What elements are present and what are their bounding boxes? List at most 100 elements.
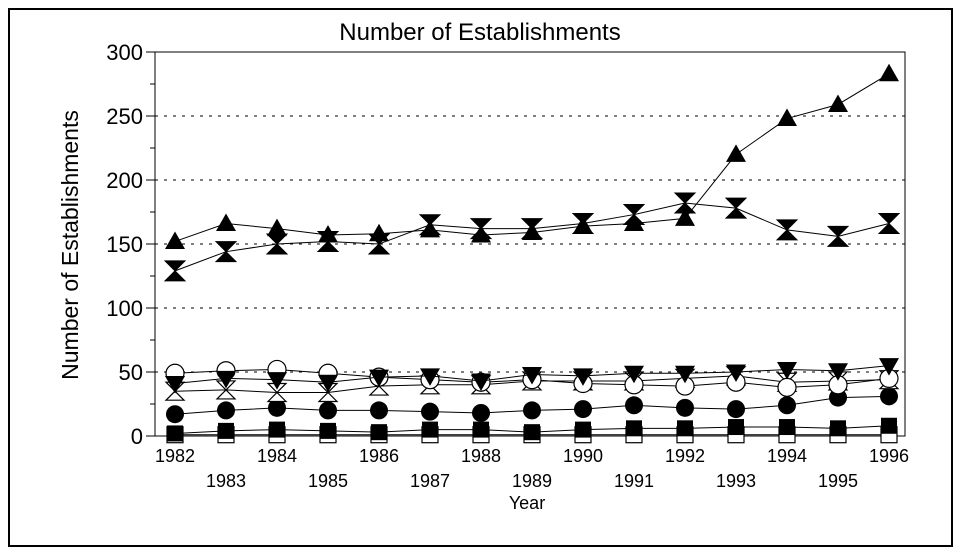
- x-tick-label: 1989: [512, 471, 552, 491]
- x-tick-label: 1993: [716, 471, 756, 491]
- data-point: [471, 373, 491, 391]
- data-point: [574, 400, 592, 419]
- data-point: [524, 424, 540, 441]
- data-point: [318, 374, 338, 393]
- y-tick-label: 300: [106, 40, 143, 65]
- y-tick-label: 0: [131, 424, 143, 449]
- data-point: [165, 376, 185, 394]
- data-point: [879, 358, 899, 376]
- data-point: [830, 420, 846, 437]
- data-point: [777, 361, 797, 380]
- y-tick-label: 200: [106, 168, 143, 193]
- data-point: [877, 213, 901, 235]
- x-tick-label: 1990: [563, 446, 603, 466]
- data-point: [778, 396, 796, 415]
- y-axis-label: Number of Establishments: [57, 110, 83, 380]
- data-point: [420, 368, 440, 386]
- data-point: [724, 197, 748, 219]
- data-point: [573, 368, 593, 386]
- data-point: [673, 192, 697, 214]
- data-point: [420, 219, 440, 238]
- data-point: [726, 364, 746, 382]
- series-square-filled: [167, 417, 897, 442]
- data-point: [522, 222, 542, 240]
- x-tick-label: 1982: [155, 446, 195, 466]
- series-circle-filled: [166, 387, 898, 424]
- x-tick-label: 1987: [410, 471, 450, 491]
- data-point: [777, 108, 797, 127]
- data-point: [726, 144, 746, 162]
- data-point: [881, 417, 897, 434]
- data-point: [828, 363, 848, 381]
- data-point: [166, 405, 184, 424]
- data-point: [880, 387, 898, 406]
- data-point: [165, 231, 185, 249]
- data-point: [472, 403, 490, 422]
- y-tick-label: 150: [106, 232, 143, 257]
- data-point: [370, 401, 388, 420]
- series-group: [163, 63, 901, 444]
- y-tick-label: 250: [106, 104, 143, 129]
- data-point: [369, 369, 389, 388]
- data-point: [879, 63, 899, 82]
- x-tick-label: 1985: [308, 471, 348, 491]
- data-point: [777, 377, 797, 397]
- data-point: [214, 241, 238, 263]
- data-point: [675, 365, 695, 384]
- chart-title: Number of Establishments: [339, 19, 620, 46]
- data-point: [218, 422, 234, 439]
- data-point: [625, 396, 643, 415]
- x-tick-label: 1986: [359, 446, 399, 466]
- data-point: [267, 218, 287, 237]
- data-point: [626, 420, 642, 437]
- data-point: [318, 225, 338, 243]
- data-point: [267, 372, 287, 390]
- series-triangle-up-filled: [165, 63, 899, 249]
- data-point: [826, 225, 850, 247]
- data-point: [369, 223, 389, 242]
- x-tick-label: 1996: [869, 446, 909, 466]
- data-point: [167, 425, 183, 442]
- y-tick-label: 50: [119, 360, 143, 385]
- x-tick-label: 1992: [665, 446, 705, 466]
- data-point: [573, 216, 593, 234]
- data-point: [371, 424, 387, 441]
- data-point: [677, 420, 693, 437]
- x-tick-label: 1994: [767, 446, 807, 466]
- x-tick-label: 1983: [206, 471, 246, 491]
- series-triangle-down-filled: [165, 358, 899, 394]
- data-point: [727, 400, 745, 419]
- chart-frame: Number of Establishments 0 50 100 150 200 250…: [8, 8, 953, 547]
- data-point: [522, 367, 542, 385]
- data-point: [216, 213, 236, 232]
- x-axis-label: Year: [509, 493, 545, 513]
- data-point: [828, 94, 848, 112]
- y-axis: 0 50 100 150 200 250 300: [106, 40, 155, 449]
- line-chart: Number of Establishments 0 50 100 150 200 250…: [57, 19, 909, 513]
- x-tick-label: 1988: [461, 446, 501, 466]
- data-point: [473, 421, 489, 438]
- data-point: [163, 260, 187, 282]
- x-tick-label: 1995: [818, 471, 858, 491]
- data-point: [779, 419, 795, 436]
- data-point: [268, 398, 286, 417]
- data-point: [676, 398, 694, 417]
- data-point: [775, 219, 799, 241]
- data-point: [422, 421, 438, 438]
- data-point: [269, 421, 285, 438]
- series-line: [174, 73, 890, 242]
- data-point: [624, 213, 644, 232]
- data-point: [523, 401, 541, 420]
- data-point: [217, 401, 235, 420]
- x-axis: 1982 1983 1984 1985 1986 1987 1988 1989 1990 1991…: [155, 436, 909, 491]
- data-point: [575, 421, 591, 438]
- data-point: [624, 365, 644, 384]
- data-point: [675, 208, 695, 226]
- x-tick-label: 1991: [614, 471, 654, 491]
- x-tick-label: 1984: [257, 446, 297, 466]
- y-tick-label: 100: [106, 296, 143, 321]
- data-point: [216, 370, 236, 389]
- data-point: [728, 419, 744, 436]
- data-point: [320, 422, 336, 439]
- data-point: [421, 402, 439, 421]
